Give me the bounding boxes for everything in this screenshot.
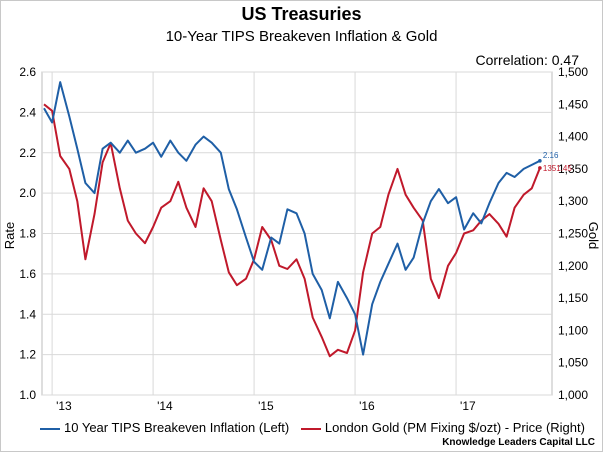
right-axis-ticks: 1,000 1,050 1,100 1,150 1,200 1,250 1,300 1,350… xyxy=(558,65,588,402)
right-tick-label: 1,450 xyxy=(558,97,588,111)
legend-label-tips: 10 Year TIPS Breakeven Inflation (Left) xyxy=(64,420,290,435)
left-tick-label: 1.2 xyxy=(19,348,36,362)
legend-item-tips: 10 Year TIPS Breakeven Inflation (Left) xyxy=(40,420,293,435)
x-tick-label: '15 xyxy=(258,399,274,413)
end-label-gold: 1351.45 xyxy=(543,164,572,173)
chart-title: US Treasuries xyxy=(241,4,362,24)
x-axis-ticks: '13 '14 '15 '16 '17 xyxy=(56,399,476,413)
x-tick-label: '13 xyxy=(56,399,72,413)
legend: 10 Year TIPS Breakeven Inflation (Left) … xyxy=(40,420,593,435)
grid-lines xyxy=(41,71,553,396)
legend-swatch-red xyxy=(300,427,321,430)
left-tick-label: 1.0 xyxy=(19,388,36,402)
x-tick-label: '17 xyxy=(460,399,476,413)
x-tick-label: '16 xyxy=(359,399,375,413)
chart-subtitle: 10-Year TIPS Breakeven Inflation & Gold xyxy=(165,28,438,45)
series-line-tips xyxy=(43,81,541,356)
right-tick-label: 1,250 xyxy=(558,227,588,241)
right-tick-label: 1,500 xyxy=(558,65,588,79)
x-tick-label: '14 xyxy=(157,399,173,413)
left-tick-label: 2.0 xyxy=(19,186,36,200)
right-tick-label: 1,200 xyxy=(558,259,588,273)
legend-item-gold: London Gold (PM Fixing $/ozt) - Price (R… xyxy=(300,420,585,435)
series-layer xyxy=(43,81,541,358)
left-tick-label: 1.4 xyxy=(19,307,36,321)
left-tick-label: 1.8 xyxy=(19,227,36,241)
left-axis-ticks: 1.0 1.2 1.4 1.6 1.8 2.0 2.2 2.4 2.6 xyxy=(19,65,36,402)
legend-label-gold: London Gold (PM Fixing $/ozt) - Price (R… xyxy=(324,420,585,435)
end-label-tips: 2.16 xyxy=(543,151,559,160)
right-tick-label: 1,000 xyxy=(558,388,588,402)
correlation-annotation: Correlation: 0.47 xyxy=(475,52,579,68)
end-point-tips xyxy=(538,159,542,163)
end-labels: 1351.45 2.16 xyxy=(538,151,572,173)
right-tick-label: 1,150 xyxy=(558,291,588,305)
right-tick-label: 1,300 xyxy=(558,194,588,208)
left-tick-label: 1.6 xyxy=(19,267,36,281)
left-tick-label: 2.6 xyxy=(19,65,36,79)
right-tick-label: 1,400 xyxy=(558,130,588,144)
right-tick-label: 1,100 xyxy=(558,323,588,337)
left-tick-label: 2.4 xyxy=(19,105,36,119)
end-point-gold xyxy=(538,166,542,170)
right-tick-label: 1,050 xyxy=(558,356,588,370)
legend-swatch-blue xyxy=(40,427,60,430)
source-credit: Knowledge Leaders Capital LLC xyxy=(442,437,595,448)
left-tick-label: 2.2 xyxy=(19,146,36,160)
right-tick-label: 1,350 xyxy=(558,162,588,176)
series-line-gold xyxy=(43,103,541,358)
